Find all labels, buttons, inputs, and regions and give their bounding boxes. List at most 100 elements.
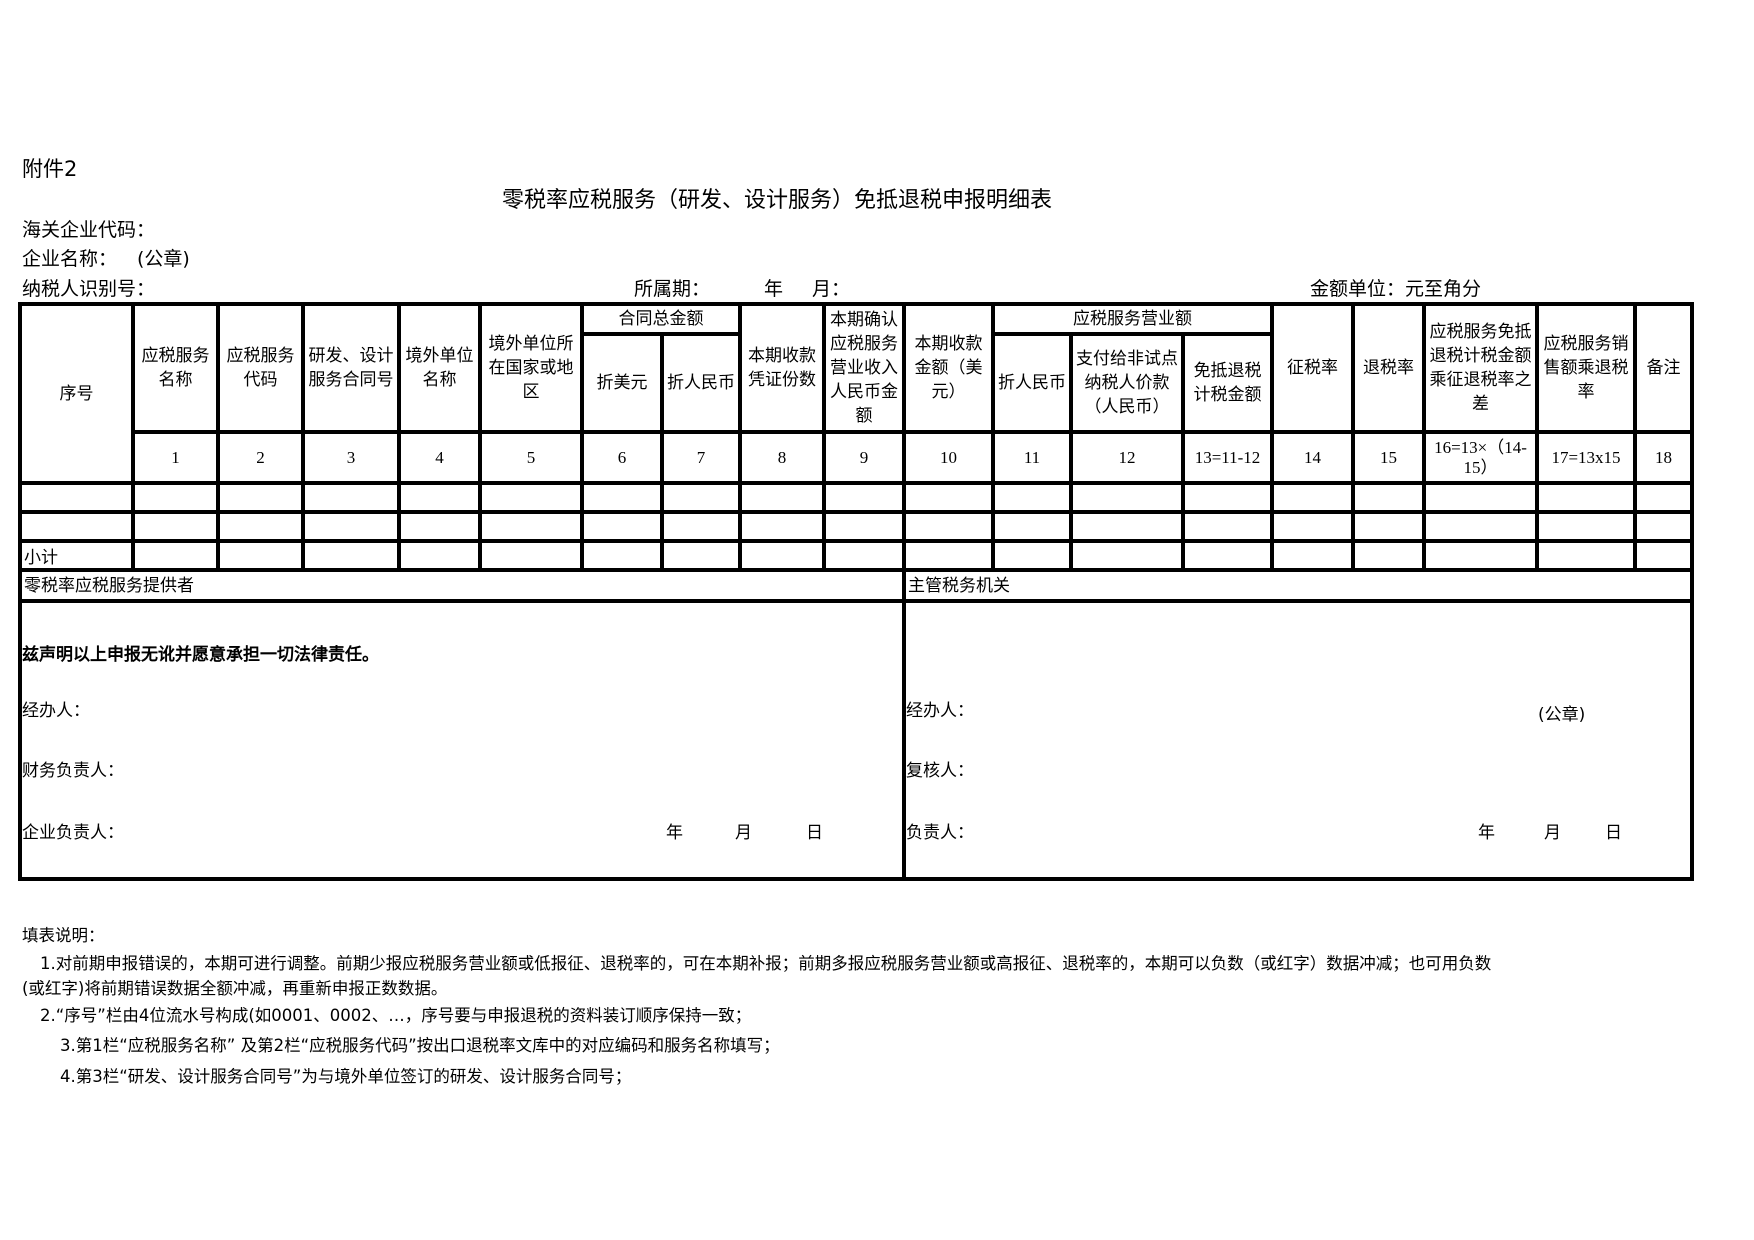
table-cell[interactable] [1535, 510, 1638, 543]
header-foreign-country: 境外单位所在国家或地区 [478, 302, 584, 434]
table-cell[interactable] [902, 539, 995, 572]
declaration-statement: 兹声明以上申报无讹并愿意承担一切法律责任。 [22, 645, 379, 665]
table-cell[interactable] [660, 510, 742, 543]
table-cell[interactable] [1535, 539, 1638, 572]
table-cell[interactable] [991, 510, 1073, 543]
header-levy-rate: 征税率 [1270, 302, 1356, 434]
table-cell[interactable] [216, 510, 305, 543]
period-year: 年 [764, 278, 784, 300]
header-taxable-amount: 免抵退税计税金额 [1180, 332, 1275, 434]
table-cell[interactable] [1351, 510, 1427, 543]
table-cell[interactable] [1270, 539, 1356, 572]
header-sales-refund: 应税服务销售额乘退税率 [1535, 302, 1638, 434]
table-cell[interactable] [580, 510, 664, 543]
header-service-revenue: 应税服务营业额 [990, 302, 1275, 336]
table-cell[interactable] [216, 481, 305, 514]
header-rate-diff: 应税服务免抵退税计税金额乘征退税率之差 [1422, 302, 1540, 434]
header-voucher-count: 本期收款凭证份数 [738, 302, 826, 434]
column-number: 13=11-12 [1180, 430, 1275, 485]
table-cell[interactable] [478, 481, 584, 514]
header-paid-nonpilot: 支付给非试点纳税人价款（人民币） [1069, 332, 1185, 434]
table-cell[interactable] [738, 510, 826, 543]
table-cell[interactable] [301, 510, 401, 543]
customs-code-label: 海关企业代码： [22, 219, 156, 241]
column-number: 16=13×（14-15） [1422, 430, 1540, 485]
subtotal-label: 小计 [18, 539, 135, 572]
authority-handler-label: 经办人： [906, 701, 974, 721]
table-cell[interactable] [301, 481, 401, 514]
declaration-table: 序号 应税服务名称 应税服务代码 研发、设计服务合同号 境外单位名称 境外单位所… [18, 302, 1695, 881]
table-cell[interactable] [18, 481, 135, 514]
table-cell[interactable] [1351, 539, 1427, 572]
table-cell[interactable] [738, 481, 826, 514]
table-cell[interactable] [991, 539, 1073, 572]
table-cell[interactable] [1180, 481, 1275, 514]
column-number: 5 [478, 430, 584, 485]
table-cell[interactable] [1270, 481, 1356, 514]
table-cell[interactable] [822, 481, 906, 514]
column-number: 11 [991, 430, 1073, 485]
table-cell[interactable] [1422, 510, 1540, 543]
header-usd: 折美元 [580, 332, 664, 434]
table-cell[interactable] [738, 539, 826, 572]
table-cell[interactable] [1633, 510, 1695, 543]
table-cell[interactable] [822, 510, 906, 543]
table-cell[interactable] [397, 539, 482, 572]
table-cell[interactable] [1180, 539, 1275, 572]
column-number: 6 [580, 430, 664, 485]
column-number: 18 [1633, 430, 1695, 485]
table-cell[interactable] [1535, 481, 1638, 514]
notes-heading: 填表说明： [22, 926, 105, 945]
page-title: 零税率应税服务（研发、设计服务）免抵退税申报明细表 [501, 188, 1052, 213]
table-cell[interactable] [822, 539, 906, 572]
provider-date-day: 日 [806, 823, 823, 843]
company-seal-label: (公章) [137, 248, 190, 270]
table-cell[interactable] [660, 539, 742, 572]
header-foreign-unit: 境外单位名称 [397, 302, 482, 434]
table-cell[interactable] [1633, 481, 1695, 514]
table-cell[interactable] [580, 481, 664, 514]
table-cell[interactable] [1069, 481, 1185, 514]
table-cell[interactable] [991, 481, 1073, 514]
provider-section: 兹声明以上申报无讹并愿意承担一切法律责任。 经办人： 财务负责人： 企业负责人：… [18, 599, 906, 881]
header-contract-no: 研发、设计服务合同号 [301, 302, 401, 434]
table-cell[interactable] [131, 539, 220, 572]
provider-label: 零税率应税服务提供者 [18, 568, 906, 603]
note-3: 3.第1栏“应税服务名称” 及第2栏“应税服务代码”按出口退税率文库中的对应编码… [60, 1036, 780, 1055]
table-cell[interactable] [1422, 481, 1540, 514]
column-number: 4 [397, 430, 482, 485]
table-cell[interactable] [1270, 510, 1356, 543]
table-cell[interactable] [397, 510, 482, 543]
table-row [18, 510, 1695, 543]
table-cell[interactable] [216, 539, 305, 572]
table-cell[interactable] [301, 539, 401, 572]
subtotal-row: 小计 [18, 539, 1695, 572]
column-number: 12 [1069, 430, 1185, 485]
column-number: 7 [660, 430, 742, 485]
authority-label: 主管税务机关 [901, 568, 1695, 603]
table-cell[interactable] [902, 510, 995, 543]
table-cell[interactable] [1422, 539, 1540, 572]
table-cell[interactable] [1351, 481, 1427, 514]
amount-unit-label: 金额单位：元至角分 [1310, 278, 1482, 300]
column-number: 3 [301, 430, 401, 485]
table-cell[interactable] [1069, 510, 1185, 543]
table-cell[interactable] [902, 481, 995, 514]
table-cell[interactable] [397, 481, 482, 514]
period-label: 所属期： [634, 278, 711, 300]
table-cell[interactable] [580, 539, 664, 572]
authority-reviewer-label: 复核人： [906, 761, 974, 781]
provider-finance-head-label: 财务负责人： [22, 761, 124, 781]
column-number: 1 [131, 430, 220, 485]
table-cell[interactable] [1633, 539, 1695, 572]
table-cell[interactable] [1180, 510, 1275, 543]
authority-section: 经办人： (公章) 复核人： 负责人： 年 月 日 [901, 599, 1695, 881]
table-cell[interactable] [478, 539, 584, 572]
authority-date-month: 月 [1544, 823, 1561, 843]
table-cell[interactable] [131, 510, 220, 543]
table-cell[interactable] [660, 481, 742, 514]
table-cell[interactable] [131, 481, 220, 514]
table-cell[interactable] [18, 510, 135, 543]
table-cell[interactable] [1069, 539, 1185, 572]
table-cell[interactable] [478, 510, 584, 543]
